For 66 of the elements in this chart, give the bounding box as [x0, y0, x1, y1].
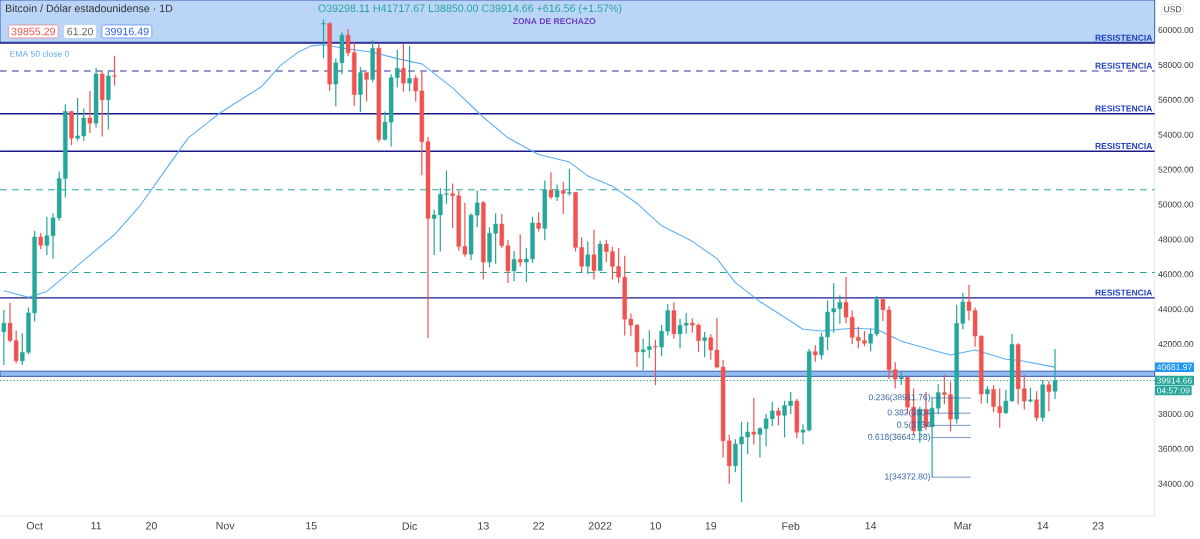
y-tick-label: 56000.00 — [1158, 96, 1194, 103]
candlestick — [106, 69, 111, 131]
y-tick-label: 44000.00 — [1158, 306, 1194, 313]
candlestick — [112, 55, 117, 87]
y-tick-label: 34000.00 — [1158, 480, 1194, 487]
candlestick — [87, 90, 93, 134]
y-tick-label: 58000.00 — [1158, 61, 1194, 68]
y-tick-label: 36000.00 — [1158, 445, 1194, 452]
x-tick-label: 20 — [146, 522, 157, 530]
y-axis-title: USD — [1164, 6, 1182, 13]
annotation: 1(34372.80) — [885, 473, 930, 482]
candlestick — [561, 181, 566, 215]
candlestick — [536, 211, 541, 233]
ref-line-label: RESISTENCIA — [1095, 62, 1153, 69]
x-tick-label: Dic — [402, 522, 417, 530]
text: EMA 50 close 0 — [10, 50, 70, 57]
candlestick — [751, 397, 757, 446]
ref-line-label: RESISTENCIA — [1095, 142, 1153, 150]
candlestick — [364, 71, 369, 103]
text: 39914.66 — [1157, 377, 1192, 384]
y-tick-label: 52000.00 — [1158, 166, 1194, 173]
text: 40681.97 — [1156, 364, 1192, 371]
x-tick-label: 14 — [865, 522, 877, 530]
x-tick-label: 22 — [533, 522, 545, 530]
x-tick-label: 11 — [91, 522, 102, 530]
candlestick — [671, 301, 677, 340]
y-tick-label: 46000.00 — [1158, 271, 1194, 278]
ref-line-label: RESISTENCIA — [1095, 34, 1153, 41]
x-tick-label: 2022 — [588, 522, 612, 530]
x-tick-label: 15 — [306, 522, 317, 530]
y-tick-label: 50000.00 — [1158, 201, 1194, 208]
candlestick — [591, 229, 597, 281]
band-label: ZONA DE RECHAZO — [513, 18, 596, 25]
ref-line-label: RESISTENCIA — [1095, 105, 1153, 112]
candlestick — [358, 66, 363, 113]
y-tick-label: 42000.00 — [1158, 341, 1194, 348]
candlestick — [1, 309, 7, 366]
candlestick — [548, 171, 554, 200]
candlestick — [653, 339, 658, 386]
x-tick-label: Feb — [782, 522, 800, 530]
candlestick — [1034, 390, 1039, 422]
annotation: 39916.49 — [105, 27, 149, 36]
x-tick-label: 19 — [705, 522, 717, 530]
candlestick — [407, 45, 412, 93]
x-tick-label: 10 — [650, 522, 661, 530]
x-tick-label: Oct — [26, 522, 43, 530]
y-tick-label: 38000.00 — [1158, 410, 1194, 417]
x-tick-label: 13 — [478, 522, 489, 530]
candlestick — [401, 43, 406, 93]
x-tick-label: Mar — [954, 522, 972, 530]
x-tick-label: Nov — [216, 522, 235, 530]
x-tick-label: 23 — [1092, 522, 1104, 530]
x-tick-label: 14 — [1037, 522, 1049, 530]
chart-subtitle: O39298.11 H41717.67 L38850.00 C39914.66 +616.56 (+1.57%) — [318, 4, 622, 15]
text: 04:57:09 — [1157, 387, 1190, 394]
candlestick — [702, 331, 707, 358]
ref-line-label: RESISTENCIA — [1095, 289, 1153, 296]
candlestick — [517, 233, 523, 268]
chart-title: Bitcoin / Dólar estadounidense · 1D — [5, 4, 173, 13]
candlestick — [1046, 380, 1052, 412]
y-tick-label: 48000.00 — [1158, 236, 1194, 243]
y-tick-label: 54000.00 — [1158, 131, 1194, 138]
annotation: 39855.29 — [11, 27, 55, 36]
annotation: 61.20 — [67, 27, 93, 36]
candlestick — [321, 18, 326, 59]
y-tick-label: 60000.00 — [1158, 26, 1194, 34]
